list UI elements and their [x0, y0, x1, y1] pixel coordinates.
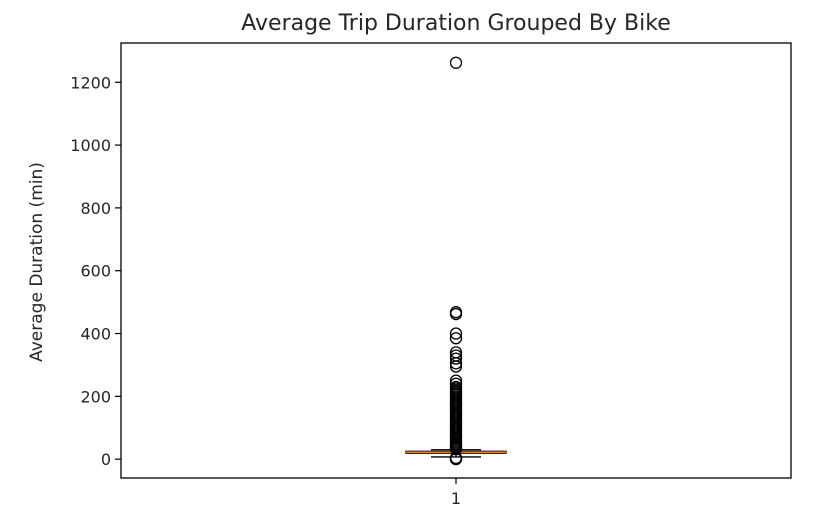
outlier-point: [449, 377, 463, 390]
plot-area: [405, 56, 507, 466]
x-tick-label: 1: [451, 489, 461, 508]
y-tick-label: 600: [80, 262, 111, 281]
axes-frame: [120, 42, 792, 479]
y-tick-label: 200: [80, 387, 111, 406]
y-tick-label: 1000: [70, 136, 111, 155]
x-axis: 1: [451, 478, 461, 508]
chart-title: Average Trip Duration Grouped By Bike: [241, 11, 670, 36]
outlier-point: [449, 346, 463, 359]
y-axis-label: Average Duration (min): [27, 162, 47, 362]
outlier-point: [449, 56, 463, 69]
y-tick-label: 800: [80, 199, 111, 218]
outlier-point: [449, 374, 463, 387]
y-tick-label: 1200: [70, 73, 111, 92]
y-axis: 0 200 400 600 800 1000 1200: [70, 73, 121, 469]
outlier-point: [449, 380, 463, 394]
outlier-point: [449, 332, 463, 345]
outlier-point: [449, 306, 463, 319]
y-tick-label: 0: [101, 450, 111, 469]
outlier-point: [449, 327, 463, 340]
y-tick-label: 400: [80, 325, 111, 344]
outlier-point: [449, 349, 463, 362]
outlier-point: [449, 352, 463, 365]
